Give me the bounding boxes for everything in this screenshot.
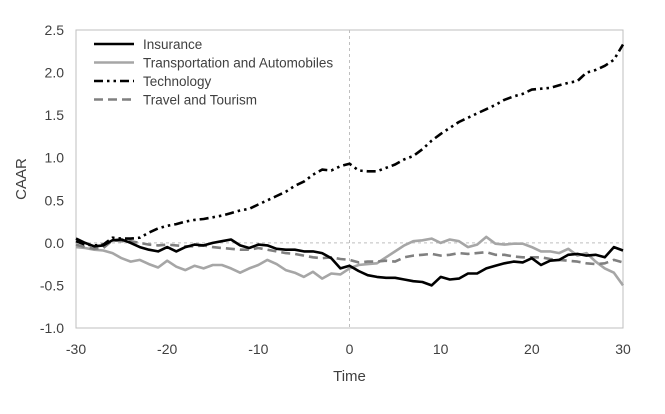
y-tick-label: 1.5 bbox=[45, 107, 65, 123]
y-tick-label: 0.5 bbox=[45, 192, 65, 208]
legend-label: Travel and Tourism bbox=[143, 93, 257, 108]
x-tick-label: -30 bbox=[66, 341, 86, 357]
y-tick-label: -1.0 bbox=[40, 320, 64, 336]
y-tick-label: 0.0 bbox=[45, 235, 65, 251]
series-line-technology bbox=[75, 43, 625, 247]
x-tick-label: 0 bbox=[346, 341, 354, 357]
legend-label: Insurance bbox=[143, 37, 202, 52]
x-tick-label: 10 bbox=[433, 341, 449, 357]
series-line-insurance bbox=[75, 237, 624, 287]
y-tick-label: 2.0 bbox=[45, 65, 65, 81]
legend-label: Transportation and Automobiles bbox=[143, 56, 333, 71]
legend: Insurance Transportation and Automobiles T… bbox=[94, 37, 333, 108]
legend-label: Technology bbox=[143, 74, 212, 89]
y-axis-title: CAAR bbox=[13, 158, 30, 200]
y-tick-label: -0.5 bbox=[40, 277, 64, 293]
x-tick-label: 30 bbox=[615, 341, 631, 357]
axes: -1.0 -0.5 0.0 0.5 1.0 1.5 2.0 2.5 -30 -20 -10 0 10 20… bbox=[13, 22, 631, 385]
x-tick-label: -10 bbox=[248, 341, 268, 357]
y-tick-label: 2.5 bbox=[45, 22, 65, 38]
x-axis-title: Time bbox=[333, 368, 366, 385]
y-tick-label: 1.0 bbox=[45, 150, 65, 166]
x-tick-label: -20 bbox=[157, 341, 177, 357]
x-tick-label: 20 bbox=[524, 341, 540, 357]
plot-series bbox=[75, 43, 625, 287]
series-line-transportation-and-automobiles bbox=[75, 235, 625, 287]
